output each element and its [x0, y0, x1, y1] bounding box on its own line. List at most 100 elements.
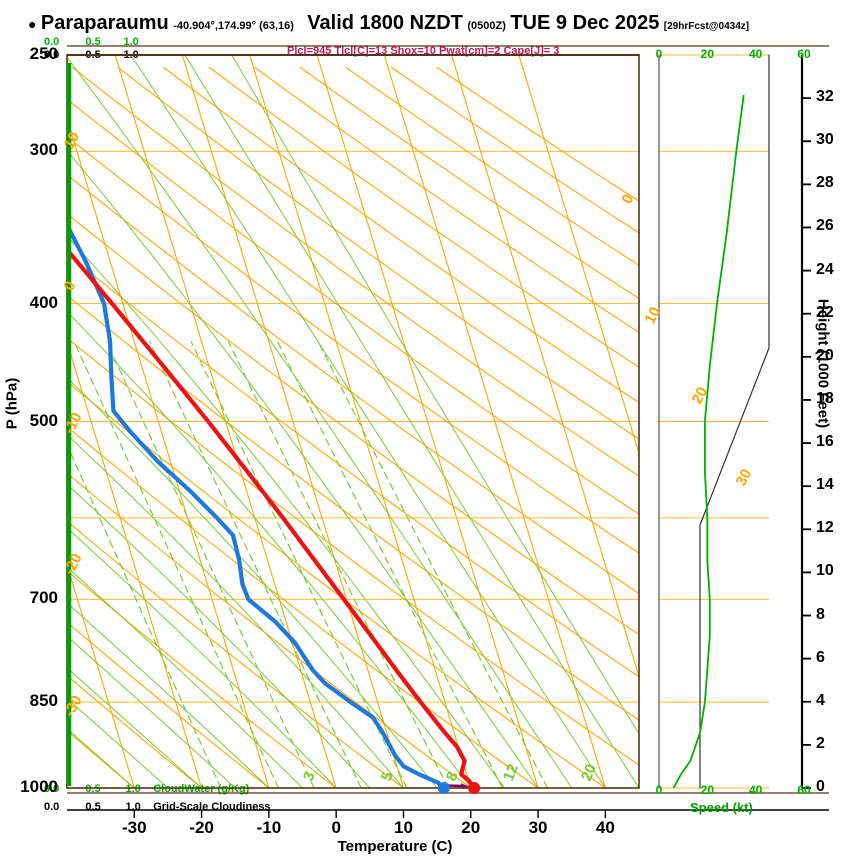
wind-barb-shaft [659, 624, 660, 626]
dewpoint-curve [67, 220, 446, 788]
height-tick-26: 26 [816, 217, 834, 235]
isotherm-40 [383, 55, 606, 788]
dry-adiabat-160 [254, 66, 639, 334]
temperature-marker [468, 782, 481, 794]
cloudwater-scale-top: 0.0 0.5 1.0 [44, 36, 139, 48]
wind-barb-full [622, 323, 630, 333]
isotherm-50 [451, 55, 639, 679]
wind-barb-shaft [659, 412, 660, 414]
valid-time: Valid 1800 NZDT [307, 12, 463, 34]
wind-barb-full [627, 65, 635, 75]
temperature-tick--10: -10 [256, 818, 282, 837]
station-name: Paraparaumu [40, 12, 169, 34]
wind-barb-full [622, 177, 630, 187]
wind-barb-full [627, 130, 635, 140]
pressure-tick-850: 850 [29, 691, 58, 711]
dewpoint-profile [67, 220, 446, 788]
dry-adiabat-120 [72, 66, 639, 477]
parcel-arrow-head [460, 783, 470, 788]
wind-barb-half [632, 642, 636, 647]
speed-profile [672, 94, 745, 788]
wind-barb-full [622, 112, 630, 122]
dry-adiabat-30 [67, 426, 539, 788]
speed-axis-label: Speed (kt) [690, 800, 753, 815]
wind-barb-half [632, 691, 636, 696]
pressure-tick-1000: 1000 [20, 777, 58, 796]
dry-adiabat-140 [163, 66, 639, 404]
wind-barb-full [622, 95, 630, 105]
wind-barb-full [622, 519, 630, 529]
wind-barb-full [643, 88, 651, 98]
moist-adiabat-35 [67, 56, 573, 788]
wind-barb-full [643, 153, 651, 163]
wind-barb-full [643, 136, 651, 146]
wind-barb-full [622, 258, 630, 268]
wind-barb-full [622, 63, 630, 73]
dry-adiabat-50 [67, 337, 639, 766]
speed-tick-top-0: 0 [655, 47, 663, 61]
dry-adiabat-70 [67, 253, 639, 678]
wind-barb-shaft [659, 265, 660, 267]
wind-barb-shaft [659, 363, 660, 365]
wind-barb-half [643, 206, 647, 211]
header-title-row: ● Paraparaumu -40.904°,174.99° (63,16) V… [28, 12, 749, 35]
valid-date: TUE 9 Dec 2025 [510, 12, 660, 34]
wind-barb-full [627, 212, 635, 222]
isotherm-label-right-30: 30 [733, 466, 756, 489]
wind-barb-shaft [659, 526, 660, 528]
height-tick-28: 28 [816, 174, 834, 192]
wind-barb-full [622, 128, 630, 138]
wind-barb-full [627, 554, 635, 564]
isotherm-label-left--20: -20 [61, 551, 86, 578]
temperature-tick-10: 10 [394, 818, 413, 837]
wind-barb-shaft [659, 282, 660, 284]
wind-barb-full [627, 521, 635, 531]
wind-barb-half [648, 95, 652, 100]
speed-tick-top-20: 20 [700, 47, 714, 61]
moist-adiabat--5 [67, 566, 303, 788]
mixing-ratio-3 [106, 341, 315, 788]
mixing-ratio-value-labels: 3 5 8 12 20 [300, 762, 600, 784]
plot-frame [66, 45, 829, 818]
wind-barb-half [648, 62, 652, 67]
wind-barb-full [622, 568, 630, 578]
moist-adiabat--25 [67, 697, 169, 788]
isotherm-label-left--30: -30 [61, 693, 86, 720]
wind-barb-full [627, 488, 635, 498]
temperature-tick--20: -20 [189, 818, 214, 837]
dry-adiabat-110 [67, 98, 639, 515]
wind-barb-shaft [659, 754, 660, 756]
surface-markers [437, 782, 481, 794]
dry-adiabat-180 [345, 66, 639, 267]
moist-adiabat-50 [231, 55, 639, 735]
temperature-profile [67, 246, 477, 788]
mixing-ratio-5 [149, 341, 362, 788]
wind-barb-full [622, 437, 630, 447]
wind-barb-shaft [659, 119, 660, 121]
wind-barb-full [643, 120, 651, 130]
dry-adiabat-80 [67, 213, 639, 636]
wind-barb-full [627, 602, 635, 612]
height-tick-0: 0 [816, 778, 825, 795]
wind-barb-full [627, 586, 635, 596]
dry-adiabat-0 [67, 570, 337, 788]
mixing-ratio-2 [73, 341, 279, 788]
moist-adiabat-45 [184, 55, 639, 788]
mixing-ratio-label-3: 3 [300, 769, 319, 783]
wind-barb-shaft [659, 461, 660, 463]
dry-adiabat-100 [67, 135, 639, 554]
mixing-ratio-8 [190, 341, 408, 788]
moist-adiabat--10 [67, 602, 270, 788]
mixing-ratio-label-8: 8 [443, 769, 462, 783]
isotherm-label-right-10: 10 [642, 304, 665, 327]
temperature-tick-0: 0 [331, 818, 341, 837]
moist-adiabat-10 [67, 433, 404, 788]
height-tick-18: 18 [816, 389, 834, 407]
height-tick-30: 30 [816, 131, 834, 149]
cloudwater-scale-bottom: 0.0 0.5 1.0 CloudWater (g/Kg) [44, 783, 250, 795]
wind-barb-half [643, 239, 647, 244]
wind-barb-full [627, 440, 635, 450]
wind-barb-shaft [659, 493, 660, 495]
wind-barb-full [622, 714, 630, 724]
